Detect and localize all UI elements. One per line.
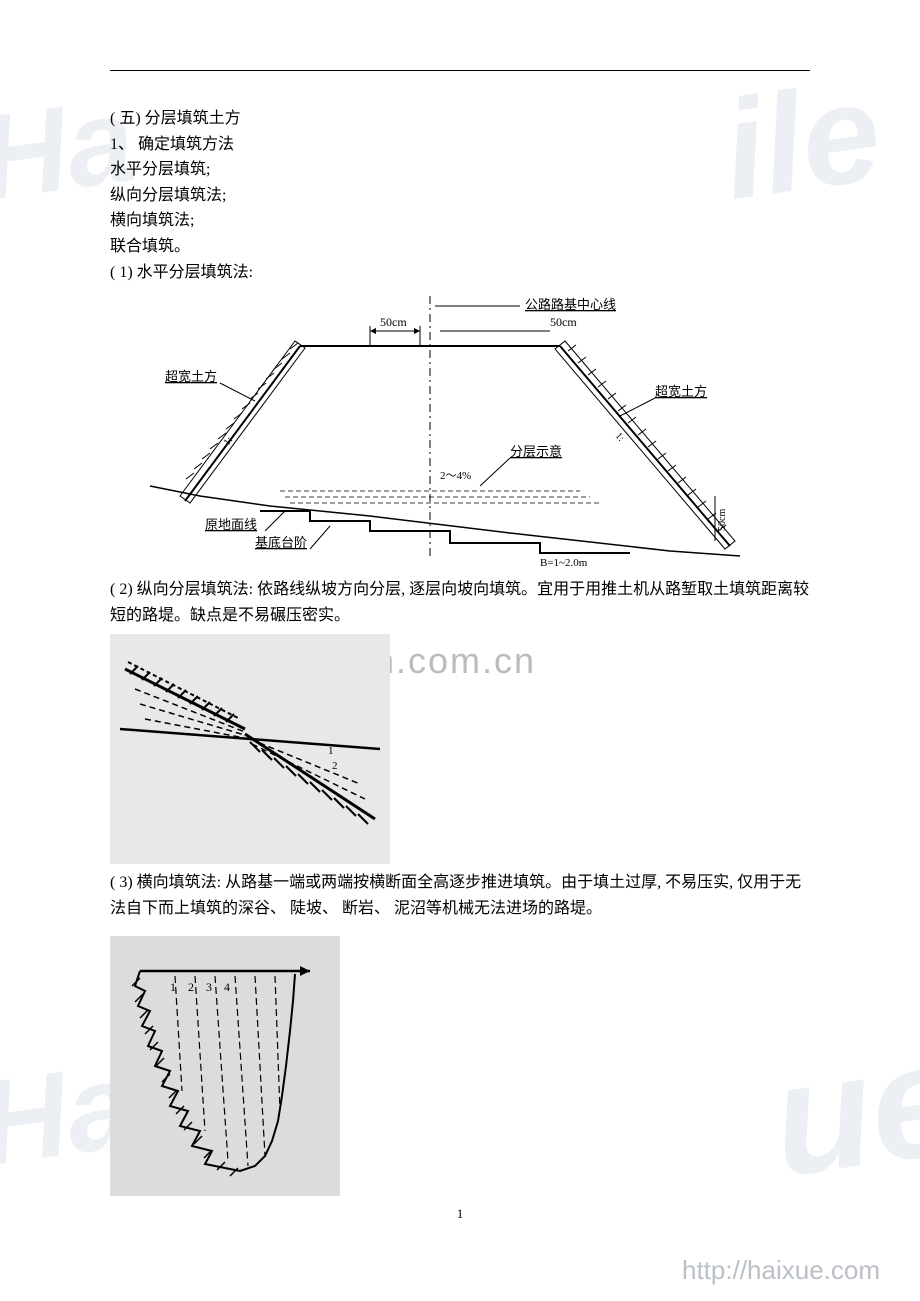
page-number: 1 — [110, 1206, 810, 1222]
subsection-3-text: ( 3) 横向填筑法: 从路基一端或两端按横断面全高逐步推进填筑。由于填土过厚,… — [110, 870, 810, 921]
subsection-2-text: ( 2) 纵向分层填筑法: 依路线纵坡方向分层, 逐层向坡向填筑。宜用于用推土机… — [110, 577, 810, 628]
label-section-1: 1 — [170, 980, 176, 994]
figure-horizontal-layer: 50cm 50cm 公路路基中心线 — [110, 291, 810, 571]
label-section-3: 3 — [206, 980, 212, 994]
subsection-3: ( 3) 横向填筑法: 从路基一端或两端按横断面全高逐步推进填筑。由于填土过厚,… — [110, 870, 810, 921]
label-base-width: B=1~2.0m — [540, 557, 588, 569]
figure-transverse-fill: 1 2 3 4 — [110, 936, 810, 1196]
method-item: 联合填筑。 — [110, 234, 810, 260]
header-rule — [110, 70, 810, 71]
document-page: ( 五) 分层填筑土方 1、 确定填筑方法 水平分层填筑; 纵向分层填筑法; 横… — [0, 0, 920, 1262]
label-width-right: 50cm — [550, 315, 577, 329]
subsection-2: ( 2) 纵向分层填筑法: 依路线纵坡方向分层, 逐层向坡向填筑。宜用于用推土机… — [110, 577, 810, 628]
label-width-left: 50cm — [380, 315, 407, 329]
label-slope: 2～4% — [440, 470, 471, 482]
label-overwidth-left: 超宽土方 — [165, 369, 217, 384]
label-base-step: 基底台阶 — [255, 535, 307, 550]
svg-text:1: 1 — [328, 745, 334, 757]
method-item: 水平分层填筑; — [110, 157, 810, 183]
svg-text:2: 2 — [332, 760, 338, 772]
label-side-height: 50cm — [717, 509, 728, 531]
section-text: ( 五) 分层填筑土方 1、 确定填筑方法 水平分层填筑; 纵向分层填筑法; 横… — [110, 106, 810, 285]
label-section-4: 4 — [224, 980, 230, 994]
label-centerline: 公路路基中心线 — [525, 297, 616, 312]
item-title: 1、 确定填筑方法 — [110, 132, 810, 158]
label-overwidth-right: 超宽土方 — [655, 384, 707, 399]
label-section-2: 2 — [188, 980, 194, 994]
subsection-1: ( 1) 水平分层填筑法: — [110, 260, 810, 286]
svg-text:1:: 1: — [613, 431, 626, 444]
figure-longitudinal-layer: 1 2 — [110, 634, 810, 864]
method-item: 横向填筑法; — [110, 208, 810, 234]
method-item: 纵向分层填筑法; — [110, 183, 810, 209]
label-original-ground: 原地面线 — [205, 517, 257, 532]
section-heading: ( 五) 分层填筑土方 — [110, 106, 810, 132]
label-layer-indicator: 分层示意 — [510, 444, 562, 459]
